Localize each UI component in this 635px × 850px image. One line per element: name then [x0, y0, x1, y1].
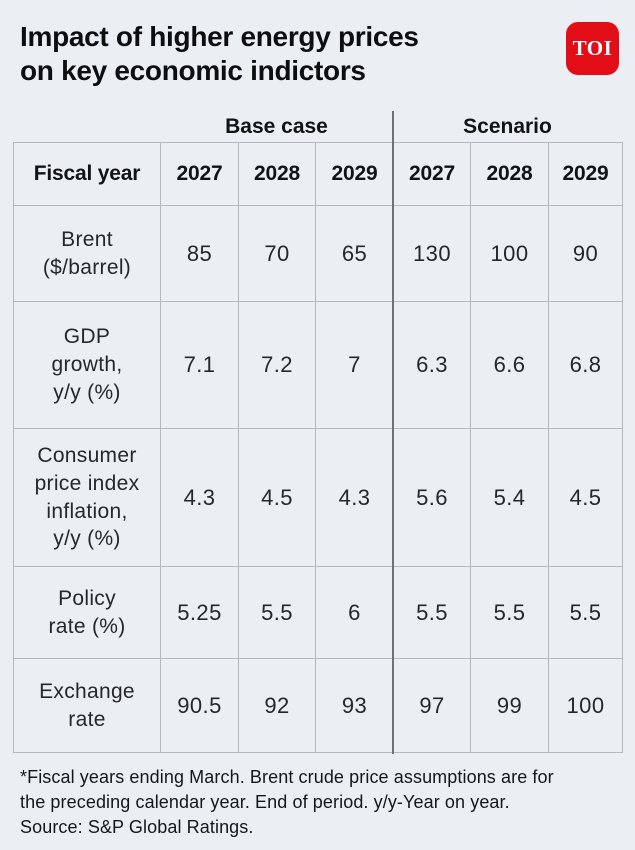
- value-cell: 100: [548, 658, 623, 753]
- year-header: 2029: [548, 142, 623, 206]
- value-cell: 92: [238, 658, 316, 753]
- value-cell: 5.4: [470, 428, 549, 567]
- year-header: 2028: [470, 142, 549, 206]
- base-scenario-divider: [392, 111, 394, 754]
- value-cell: 90: [548, 205, 623, 302]
- footnote-text: *Fiscal years ending March. Brent crude …: [20, 767, 554, 812]
- value-cell: 4.3: [160, 428, 239, 567]
- table-row: Policy rate (%) 5.25 5.5 6 5.5 5.5 5.5: [13, 566, 623, 659]
- fiscal-year-header: Fiscal year: [13, 142, 161, 206]
- value-cell: 4.3: [315, 428, 394, 567]
- toi-logo-text: TOI: [572, 36, 613, 60]
- value-cell: 90.5: [160, 658, 239, 753]
- year-header: 2027: [160, 142, 239, 206]
- column-group-header-row: Base case Scenario: [13, 111, 622, 142]
- value-cell: 5.5: [470, 566, 549, 659]
- value-cell: 100: [470, 205, 549, 302]
- footer: *Fiscal years ending March. Brent crude …: [20, 765, 620, 839]
- year-header: 2028: [238, 142, 316, 206]
- group-header-spacer: [13, 111, 160, 142]
- row-label-cell: Policy rate (%): [13, 566, 161, 659]
- table-row: GDP growth, y/y (%) 7.1 7.2 7 6.3 6.6 6.…: [13, 301, 623, 429]
- value-cell: 5.5: [548, 566, 623, 659]
- value-cell: 6.8: [548, 301, 623, 429]
- value-cell: 4.5: [548, 428, 623, 567]
- source-text: Source: S&P Global Ratings.: [20, 816, 254, 837]
- toi-logo: TOI: [566, 22, 619, 75]
- value-cell: 6.6: [470, 301, 549, 429]
- page-title: Impact of higher energy prices on key ec…: [20, 21, 419, 87]
- value-cell: 7.1: [160, 301, 239, 429]
- table-row: Exchange rate 90.5 92 93 97 99 100: [13, 658, 623, 753]
- row-label-cell: GDP growth, y/y (%): [13, 301, 161, 429]
- value-cell: 85: [160, 205, 239, 302]
- row-label-cell: Brent ($/barrel): [13, 205, 161, 302]
- value-cell: 5.5: [238, 566, 316, 659]
- value-cell: 5.25: [160, 566, 239, 659]
- value-cell: 5.5: [393, 566, 471, 659]
- table-row: Brent ($/barrel) 85 70 65 130 100 90: [13, 205, 623, 302]
- value-cell: 6.3: [393, 301, 471, 429]
- value-cell: 130: [393, 205, 471, 302]
- value-cell: 93: [315, 658, 394, 753]
- data-table: Fiscal year 2027 2028 2029 2027 2028 202…: [13, 142, 623, 753]
- value-cell: 65: [315, 205, 394, 302]
- table-header-row: Fiscal year 2027 2028 2029 2027 2028 202…: [13, 142, 623, 206]
- year-header: 2027: [393, 142, 471, 206]
- value-cell: 7: [315, 301, 394, 429]
- group-header-scenario: Scenario: [463, 114, 552, 138]
- row-label-cell: Exchange rate: [13, 658, 161, 753]
- value-cell: 4.5: [238, 428, 316, 567]
- table-row: Consumer price index inflation, y/y (%) …: [13, 428, 623, 567]
- value-cell: 70: [238, 205, 316, 302]
- group-header-base-case: Base case: [225, 114, 328, 138]
- row-label-cell: Consumer price index inflation, y/y (%): [13, 428, 161, 567]
- year-header: 2029: [315, 142, 394, 206]
- value-cell: 97: [393, 658, 471, 753]
- value-cell: 7.2: [238, 301, 316, 429]
- value-cell: 6: [315, 566, 394, 659]
- value-cell: 99: [470, 658, 549, 753]
- value-cell: 5.6: [393, 428, 471, 567]
